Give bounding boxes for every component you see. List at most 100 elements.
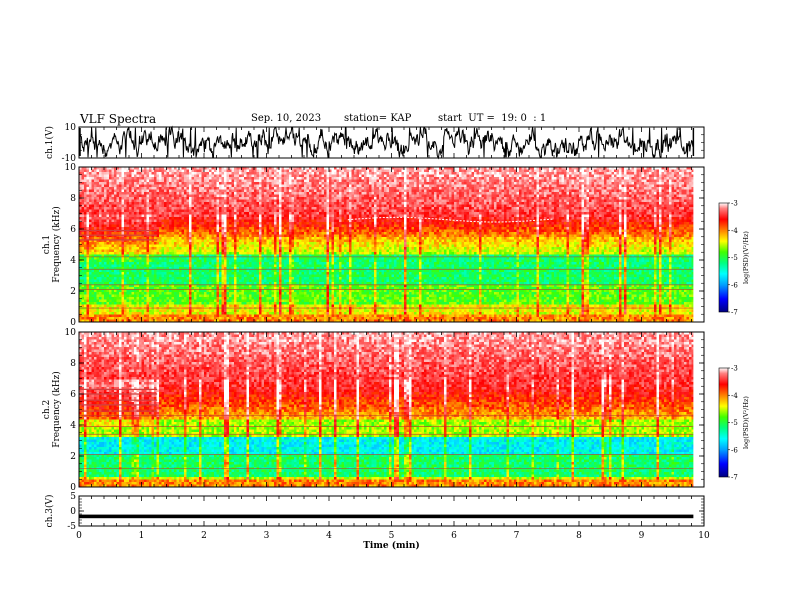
ch1-spectrogram-cell — [79, 239, 82, 243]
ch1-spectrogram-cell — [219, 239, 222, 243]
ch1-spectrogram-cell — [199, 204, 202, 208]
ch1-spectrogram-cell — [276, 259, 280, 263]
ch1-spectrogram-cell — [161, 169, 165, 173]
ch1-spectrogram-cell — [146, 247, 150, 250]
ch1-spectrogram-cell — [94, 222, 97, 225]
ch1-spectrogram-cell — [79, 227, 82, 230]
ch1-spectrogram-cell — [99, 227, 102, 230]
ch1-spectrogram-cell — [261, 167, 265, 170]
ch1-spectrogram-cell — [194, 269, 197, 273]
ch1-spectrogram-cell — [96, 242, 100, 245]
ch1-spectrogram-cell — [226, 174, 230, 178]
ch1-spectrogram-cell — [161, 199, 165, 203]
ch1-spectrogram-cell — [214, 247, 217, 250]
ch1-spectrogram-cell — [126, 314, 130, 318]
ch1-spectrogram-cell — [154, 179, 157, 183]
ch1-spectrogram-cell — [109, 279, 112, 283]
ch1-spectrogram-cell — [256, 237, 260, 240]
ch1-spectrogram-cell — [274, 234, 277, 238]
ch1-spectrogram-cell — [276, 299, 280, 303]
ch1-spectrogram-cell — [154, 239, 157, 243]
ch1-spectrogram-cell — [179, 189, 182, 193]
ch1-spectrogram-cell — [86, 274, 90, 278]
ch1-spectrogram-cell — [206, 232, 210, 235]
ch1-spectrogram-cell — [251, 224, 255, 228]
ch1-spectrogram-cell — [176, 279, 180, 283]
ch1-spectrogram-cell — [169, 289, 172, 293]
ch1-spectrogram-cell — [191, 297, 195, 300]
ch1-spectrogram-cell — [94, 304, 97, 308]
ch1-spectrogram-cell — [171, 259, 175, 263]
ch1-spectrogram-cell — [171, 319, 175, 323]
ch1-spectrogram-cell — [269, 229, 272, 233]
ch1-spectrogram-cell — [96, 254, 100, 258]
ch1-spectrogram-cell — [181, 269, 185, 273]
ch1-spectrogram-cell — [99, 277, 102, 280]
ch1-spectrogram-cell — [219, 192, 222, 195]
ch1-spectrogram-cell — [106, 252, 110, 255]
ch1-spectrogram-cell — [176, 247, 180, 250]
ch1-spectrogram-cell — [146, 294, 150, 298]
ch1-spectrogram-cell — [234, 212, 237, 215]
ch1-spectrogram-cell — [174, 204, 177, 208]
ch1-spectrogram-cell — [276, 237, 280, 240]
ch1-spectrogram-cell — [221, 287, 225, 290]
ch1-spectrogram-cell — [179, 219, 182, 223]
ch1-spectrogram-cell — [146, 259, 150, 263]
ch1-spectrogram-cell — [174, 194, 177, 198]
ch1-spectrogram-cell — [96, 169, 100, 173]
ch1-spectrogram-cell — [96, 179, 100, 183]
ch1-spectrogram-cell — [259, 257, 262, 260]
ch1-spectrogram-cell — [269, 244, 272, 248]
ch1-spectrogram-cell — [236, 199, 240, 203]
ch1-spectrogram-cell — [96, 172, 100, 175]
ch1-spectrogram-cell — [229, 252, 232, 255]
ch1-spectrogram-cell — [149, 264, 152, 268]
ch1-spectrogram-cell — [216, 297, 220, 300]
ch1-spectrogram-cell — [109, 292, 112, 295]
ch1-spectrogram-cell — [189, 187, 192, 190]
ch1-spectrogram-cell — [134, 264, 137, 268]
ch1-spectrogram-cell — [264, 169, 267, 173]
ch1-spectrogram-cell — [116, 317, 120, 320]
ch1-spectrogram-cell — [91, 187, 95, 190]
ch1-spectrogram-cell — [236, 197, 240, 200]
ch1-spectrogram-cell — [219, 317, 222, 320]
ch1-spectrogram-cell — [164, 287, 167, 290]
ch1-spectrogram-cell — [211, 187, 215, 190]
ch1-spectrogram-cell — [219, 169, 222, 173]
ch1-spectrogram-cell — [129, 189, 132, 193]
ch1-spectrogram-cell — [219, 184, 222, 188]
ch1-spectrogram-cell — [204, 174, 207, 178]
ch1-spectrogram-cell — [134, 174, 137, 178]
ch1-spectrogram-cell — [201, 212, 205, 215]
ch1-spectrogram-cell — [189, 182, 192, 185]
ch1-spectrogram-cell — [131, 222, 135, 225]
ch1-spectrogram-cell — [204, 187, 207, 190]
ch1-spectrogram-cell — [196, 174, 200, 178]
ch1-spectrogram-cell — [121, 244, 125, 248]
ch1-spectrogram-cell — [216, 214, 220, 218]
ch1-spectrogram-cell — [214, 204, 217, 208]
ch1-spectrogram-cell — [89, 209, 92, 213]
ch1-spectrogram-cell — [191, 259, 195, 263]
ch1-spectrogram-cell — [196, 249, 200, 253]
ch1-spectrogram-cell — [134, 272, 137, 275]
ch1-spectrogram-cell — [209, 242, 212, 245]
ch1-spectrogram-cell — [99, 252, 102, 255]
ch1-spectrogram-cell — [104, 217, 107, 220]
ch1-spectrogram-cell — [256, 169, 260, 173]
ch1-spectrogram-cell — [209, 192, 212, 195]
ch1-spectrogram-cell — [264, 237, 267, 240]
ch1-spectrogram-cell — [161, 187, 165, 190]
ch1-spectrogram-cell — [141, 259, 145, 263]
ch1-spectrogram-cell — [271, 177, 275, 180]
ch1-spectrogram-cell — [89, 264, 92, 268]
ch1-spectrogram-cell — [224, 247, 227, 250]
ch1-spectrogram-cell — [226, 204, 230, 208]
ch1-spectrogram-cell — [139, 244, 142, 248]
ch1-spectrogram-cell — [144, 274, 147, 278]
ch1-spectrogram-cell — [254, 242, 257, 245]
ch1-spectrogram-cell — [119, 309, 122, 313]
ch1-spectrogram-cell — [101, 224, 105, 228]
